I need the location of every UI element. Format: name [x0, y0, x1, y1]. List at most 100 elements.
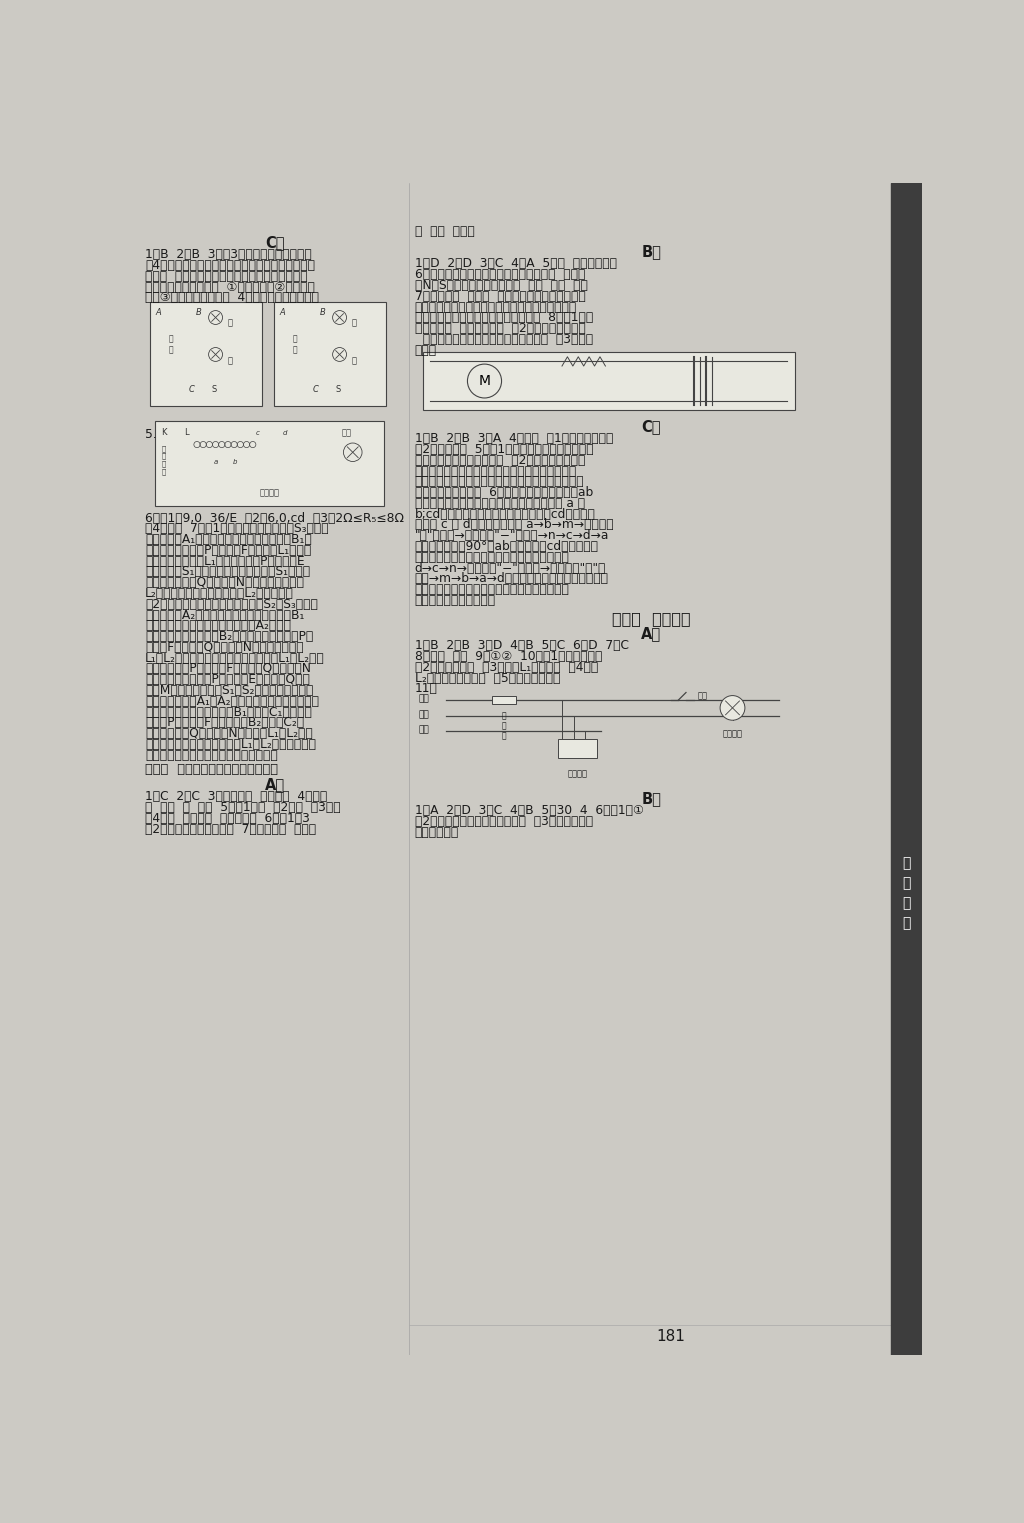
Text: 制功能。动触点Q和静触点N保持断开状态，灯: 制功能。动触点Q和静触点N保持断开状态，灯 [145, 576, 304, 589]
Text: B组: B组 [641, 790, 662, 806]
Text: （2）改变磁铁运动的速度  7．电磁感应  通电线: （2）改变磁铁运动的速度 7．电磁感应 通电线 [145, 822, 316, 836]
Text: 5.: 5. [145, 428, 157, 440]
Text: 铁
片: 铁 片 [293, 335, 298, 355]
Circle shape [720, 696, 744, 720]
Text: 保
险
丝: 保 险 丝 [502, 711, 506, 740]
Text: 用右手定则可以判断，这时线圈中的电流方向为: 用右手定则可以判断，这时线圈中的电流方向为 [415, 551, 569, 564]
Text: K: K [162, 428, 167, 437]
Text: 地线: 地线 [419, 725, 429, 734]
Text: 路灯: 路灯 [341, 428, 351, 437]
Text: 被切断，电磁铁A₁、A₂的线圈不再有电流流过，两: 被切断，电磁铁A₁、A₂的线圈不再有电流流过，两 [145, 694, 319, 708]
Text: 考: 考 [902, 876, 910, 889]
Text: 1．B  2．B  3．A  4．大于  （1）电磁感应现象: 1．B 2．B 3．A 4．大于 （1）电磁感应现象 [415, 433, 613, 445]
Text: 8．变大  变小  9．①②  10．（1）没有熔断器: 8．变大 变小 9．①② 10．（1）没有熔断器 [415, 650, 602, 663]
Text: 1．D  2．D  3．C  4．A  5．电  动（或机械）: 1．D 2．D 3．C 4．A 5．电 动（或机械） [415, 257, 616, 271]
Text: L: L [184, 428, 189, 437]
Text: 断开，开关S₁所在控制电路被切断，即S₁失去控: 断开，开关S₁所在控制电路被切断，即S₁失去控 [145, 565, 310, 579]
Text: 变阳器: 变阳器 [415, 344, 437, 356]
Text: C: C [188, 385, 195, 394]
Text: 螺口灯泡: 螺口灯泡 [723, 730, 742, 739]
Text: A组: A组 [641, 626, 662, 641]
Bar [273, 302, 386, 407]
Text: 甲: 甲 [227, 318, 232, 327]
Text: B: B [321, 308, 326, 317]
Text: L₁、L₂各自所在工作电路同时接通，灯L₁、L₂同时: L₁、L₂各自所在工作电路同时接通，灯L₁、L₂同时 [145, 652, 325, 664]
Text: C组: C组 [641, 419, 660, 434]
Text: M: M [478, 375, 490, 388]
Text: 电  机械  电  机械  5．（1）下  （2）下  （3）上: 电 机械 电 机械 5．（1）下 （2）下 （3）上 [145, 801, 341, 815]
Circle shape [343, 443, 362, 461]
Text: 右移动，都可以看到一只二极管发光。  8．（1）改: 右移动，都可以看到一只二极管发光。 8．（1）改 [415, 311, 593, 324]
Text: 所在工作电路同时被切断，灯L₁、L₂同时息灬。以: 所在工作电路同时被切断，灯L₁、L₂同时息灬。以 [145, 739, 316, 751]
Bar [150, 302, 262, 407]
Circle shape [209, 311, 222, 324]
Text: 产生磁场，从而对衔铁B₂产生吸引力，动触点P和: 产生磁场，从而对衔铁B₂产生吸引力，动触点P和 [145, 631, 313, 643]
Text: 的电流回路。轩90°后ab向里运动，cd向外运动，: 的电流回路。轩90°后ab向里运动，cd向外运动， [415, 541, 599, 553]
Text: 乙: 乙 [351, 356, 356, 366]
Text: 触点M同时断开，开关S₁和S₂所在控制电路同时: 触点M同时断开，开关S₁和S₂所在控制电路同时 [145, 684, 313, 698]
Text: （2）电流越大，产生的热量越多  （3）大功率用电: （2）电流越大，产生的热量越多 （3）大功率用电 [415, 815, 593, 829]
Text: 线柱→m→b→a→d。线圈每转过一转，电流方向就: 线柱→m→b→a→d。线圈每转过一转，电流方向就 [415, 573, 608, 585]
Text: 1．B  2．B  3．（3）磁铁刚能吸起小铁钉: 1．B 2．B 3．（3）磁铁刚能吸起小铁钉 [145, 248, 311, 262]
Text: 光
敏
电
阻: 光 敏 电 阻 [162, 445, 166, 475]
Text: C组: C组 [265, 235, 285, 250]
Text: 第二讲  电磁感应和磁场对电流的作用: 第二讲 电磁感应和磁场对电流的作用 [145, 763, 279, 777]
Text: L₂的开关接在零线上  （5）闸刀开关倒装: L₂的开关接在零线上 （5）闸刀开关倒装 [415, 672, 560, 685]
Text: 6．（1）9,0  36/E  （2）6,0,cd  （3）2Ω≤R₅≤8Ω: 6．（1）9,0 36/E （2）6,0,cd （3）2Ω≤R₅≤8Ω [145, 512, 404, 524]
Text: 电流从 c 到 d。这样就形成了 a→b→m→电流表的: 电流从 c 到 d。这样就形成了 a→b→m→电流表的 [415, 518, 613, 532]
Text: 案: 案 [902, 915, 910, 931]
Text: （2）磁化现象  5．（1）用不同金属丝组成闭合回: （2）磁化现象 5．（1）用不同金属丝组成闭合回 [415, 443, 593, 455]
Text: 流过电磁铁A₂的线圈产生磁场，从而对衔铁B₁: 流过电磁铁A₂的线圈产生磁场，从而对衔铁B₁ [145, 609, 304, 621]
Text: 错误）  放入水中后铁钉因受到水的浮力，因而得: 错误） 放入水中后铁钉因受到水的浮力，因而得 [145, 270, 307, 283]
Text: 流过电磁铁A₁的线圈产生磁场，从而对衔铁B₁产: 流过电磁铁A₁的线圈产生磁场，从而对衔铁B₁产 [145, 533, 311, 547]
Text: （4）力  电流方向  磁感线方向  6．（1）3: （4）力 电流方向 磁感线方向 6．（1）3 [145, 812, 310, 825]
Bar [891, 183, 922, 1355]
Text: 不如用两只的好；用两只时，磁铁不管向左还是向: 不如用两只的好；用两只时，磁铁不管向左还是向 [415, 300, 577, 314]
Text: 发光。动触点P和静触点F、动触点Q和静触点N: 发光。动触点P和静触点F、动触点Q和静触点N [145, 663, 311, 676]
Text: 答: 答 [902, 896, 910, 909]
Text: 产生吸引力，同时电流流过电磁铁A₂的线圈: 产生吸引力，同时电流流过电磁铁A₂的线圈 [145, 620, 291, 632]
Text: 制两接点中的一个点的温度不变，将另一个点的温: 制两接点中的一个点的温度不变，将另一个点的温 [415, 465, 577, 478]
Text: "＋"接线柱→电流表的"−"接线柱→n→c→d→a: "＋"接线柱→电流表的"−"接线柱→n→c→d→a [415, 530, 609, 542]
Text: 三脚插座: 三脚插座 [567, 769, 588, 778]
Text: （4）上方  7．（1）雄鹰队抢先闭合开关S₃，有电: （4）上方 7．（1）雄鹰队抢先闭合开关S₃，有电 [145, 522, 329, 535]
Text: 保护电阻: 保护电阻 [259, 489, 280, 498]
Text: 体N、S极，观察导线运动方向  受到  电流  磁场: 体N、S极，观察导线运动方向 受到 电流 磁场 [415, 279, 588, 292]
Text: 同时接触时，动触点P和静触点E、动触点Q和静: 同时接触时，动触点P和静触点E、动触点Q和静 [145, 673, 310, 687]
Text: 即可用来测温度。）  6．当线圈逆时针转动时，ab: 即可用来测温度。） 6．当线圈逆时针转动时，ab [415, 486, 593, 500]
Text: A: A [156, 308, 162, 317]
Text: b;cd向里运动，用右手定则可以判断，cd中的感应: b;cd向里运动，用右手定则可以判断，cd中的感应 [415, 507, 596, 521]
Circle shape [467, 364, 502, 398]
Text: 第三讲  安全用电: 第三讲 安全用电 [611, 611, 690, 626]
Text: 1．A  2．D  3．C  4．B  5．30  4  6．（1）①: 1．A 2．D 3．C 4．B 5．30 4 6．（1）① [415, 804, 644, 818]
Text: 开关: 开关 [697, 691, 708, 701]
Text: 1．C  2．C  3．平衡位置  电流方向  4．运动: 1．C 2．C 3．平衡位置 电流方向 4．运动 [145, 790, 328, 803]
Text: 11．: 11． [415, 682, 437, 696]
Text: 器交叉使用等: 器交叉使用等 [415, 825, 459, 839]
Text: 甲: 甲 [351, 318, 356, 327]
Text: 零线: 零线 [419, 710, 429, 719]
Text: 上过程循环往复，两灯亮、暗闪烁不息。: 上过程循环往复，两灯亮、暗闪烁不息。 [145, 749, 278, 762]
Bar [558, 739, 597, 758]
Text: 向外运动，用右手定则可以判断，感应电流从 a 到: 向外运动，用右手定则可以判断，感应电流从 a 到 [415, 496, 585, 510]
Text: C: C [312, 385, 318, 394]
Text: 磁体磁性不够强（或线圈匠数太少等）  （3）滑动: 磁体磁性不够强（或线圈匠数太少等） （3）滑动 [415, 334, 593, 346]
Text: 1．B  2．B  3．D  4．B  5．C  6．D  7．C: 1．B 2．B 3．D 4．B 5．C 6．D 7．C [415, 640, 629, 652]
Text: A组: A组 [265, 777, 285, 792]
Text: 生吸引力，动触点P和静触点F接触，灯L₁所在的: 生吸引力，动触点P和静触点F接触，灯L₁所在的 [145, 544, 311, 557]
Text: 火线: 火线 [419, 694, 429, 704]
Text: B组: B组 [641, 244, 662, 259]
Text: c: c [256, 431, 260, 436]
Text: L₂所在工作电路保持断开，灯L₂不会发光。: L₂所在工作电路保持断开，灯L₂不会发光。 [145, 586, 294, 600]
Text: b: b [232, 458, 238, 465]
Text: 6．交换电源正负极，观察导线的运动方向  交换磁: 6．交换电源正负极，观察导线的运动方向 交换磁 [415, 268, 585, 282]
Text: 用下使动触点Q和静触点N断开，灯L₁、L₂各自: 用下使动触点Q和静触点N断开，灯L₁、L₂各自 [145, 726, 312, 740]
Text: 度作为被测量的对象，将灵敏电流表盘按温度刻度，: 度作为被测量的对象，将灵敏电流表盘按温度刻度， [415, 475, 585, 489]
Text: a: a [213, 458, 217, 465]
Text: （2）雄鹰队和猛虎队同时闭合开关S₂和S₃，有电: （2）雄鹰队和猛虎队同时闭合开关S₂和S₃，有电 [145, 599, 317, 611]
Text: 181: 181 [656, 1328, 685, 1343]
Text: 钉、③小铁钉的初始位置  4．甲、乙两灯均发光。: 钉、③小铁钉的初始位置 4．甲、乙两灯均发光。 [145, 291, 319, 305]
Text: 铁
片: 铁 片 [169, 335, 174, 355]
Circle shape [333, 347, 346, 361]
Text: 改变两次，产生的激励方向也随着改变两次。这: 改变两次，产生的激励方向也随着改变两次。这 [415, 583, 569, 595]
